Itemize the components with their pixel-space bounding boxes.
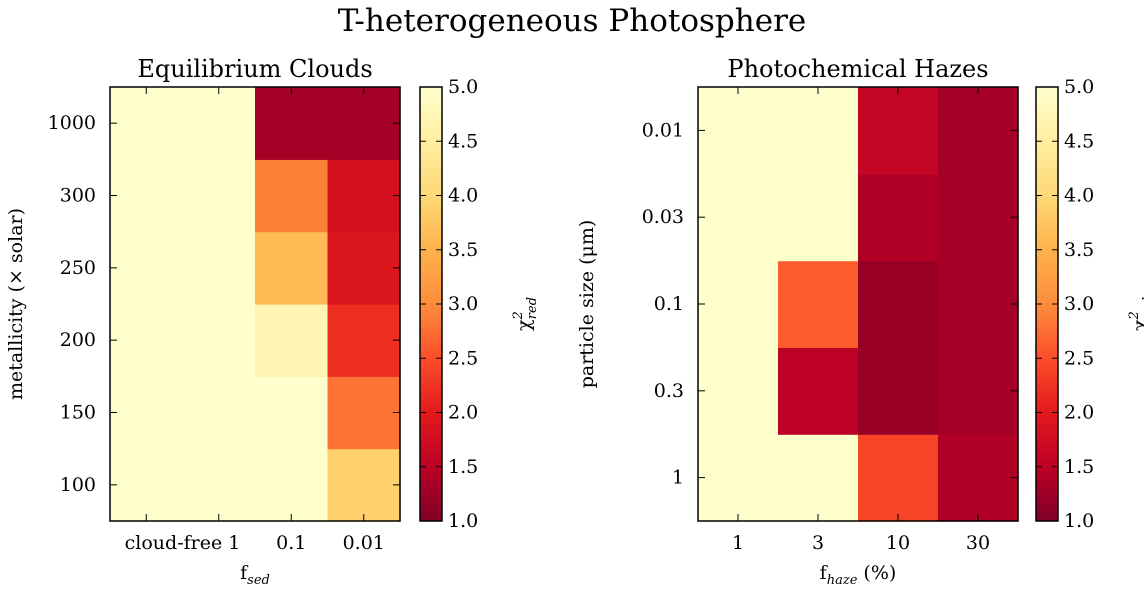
heatmap-cell	[698, 347, 779, 435]
heatmap-cell	[110, 87, 184, 160]
colorbar-tick-label: 4.0	[1064, 185, 1094, 207]
heatmap-cell	[110, 376, 184, 450]
heatmap-cell	[698, 434, 779, 522]
heatmap-cell	[938, 87, 1019, 175]
heatmap-cell	[698, 260, 779, 348]
heatmap-cell	[182, 231, 256, 305]
panel-title: Equilibrium Clouds	[137, 55, 372, 83]
colorbar-right: 1.0 1.5 2.0 2.5 3.0 3.5 4.0 4.5 5.0 χ2red	[1035, 76, 1144, 532]
colorbar-tick-label: 2.0	[448, 402, 478, 424]
x-tick-label: 0.01	[343, 532, 385, 554]
colorbar-tick-label: 2.5	[1064, 347, 1094, 369]
colorbar-tick-label: 1.5	[1064, 456, 1094, 478]
heatmap-cell	[255, 448, 329, 522]
heatmap-cell	[182, 87, 256, 160]
heatmap-cell	[110, 231, 184, 305]
x-tick-label: 1	[732, 532, 744, 554]
x-tick-label: cloud-free 1	[125, 532, 241, 554]
heatmap-cell	[327, 376, 401, 450]
heatmap-cell	[858, 260, 939, 348]
heatmap-cell	[327, 231, 401, 305]
x-tick-label: 30	[966, 532, 990, 554]
heatmap-cell	[255, 231, 329, 305]
heatmap-cell	[110, 304, 184, 377]
y-axis-label: metallicity (× solar)	[5, 208, 27, 400]
heatmap-cell	[182, 448, 256, 522]
colorbar-tick-label: 3.5	[448, 239, 478, 261]
colorbar-tick-label: 1.5	[448, 456, 478, 478]
panel-photochemical-hazes: Photochemical Hazes 1 0.3 0.1 0.03 0.01 1 3 10 30…	[576, 55, 1019, 588]
panel-title: Photochemical Hazes	[727, 55, 988, 83]
heatmap-cell	[778, 434, 859, 522]
heatmap-cell	[858, 347, 939, 435]
heatmap-cell	[110, 448, 184, 522]
x-axis-label: fsed	[240, 562, 270, 588]
y-tick-label: 200	[60, 329, 96, 351]
panel-equilibrium-clouds: Equilibrium Clouds 100 150 200 250 300 1000 clo…	[5, 55, 401, 588]
plot-frame	[109, 86, 401, 522]
colorbar-tick-label: 2.5	[448, 347, 478, 369]
heatmap-cell	[327, 304, 401, 377]
heatmap-cell	[858, 434, 939, 522]
y-tick-label: 1	[672, 467, 684, 489]
heatmap-cell	[255, 304, 329, 377]
y-tick-label: 300	[60, 185, 96, 207]
heatmap-cell	[255, 159, 329, 233]
colorbar-label: χ2red	[1127, 297, 1144, 331]
colorbar-tick-label: 1.0	[448, 510, 478, 532]
x-tick-label: 10	[886, 532, 910, 554]
colorbar-tick-label: 1.0	[1064, 510, 1094, 532]
colorbar-tick-label: 3.5	[1064, 239, 1094, 261]
heatmap-cell	[182, 304, 256, 377]
x-tick-label: 0.1	[276, 532, 306, 554]
y-tick-label: 0.01	[642, 119, 684, 141]
heatmap-cell	[858, 173, 939, 262]
y-tick-label: 0.3	[654, 380, 684, 402]
y-tick-label: 250	[60, 257, 96, 279]
heatmap-cell	[778, 173, 859, 262]
heatmap-cell	[182, 159, 256, 233]
y-tick-label: 0.1	[654, 293, 684, 315]
heatmap-cell	[938, 173, 1019, 262]
colorbar-tick-label: 4.5	[448, 130, 478, 152]
colorbar-tick-label: 4.0	[448, 185, 478, 207]
heatmap-cell	[327, 159, 401, 233]
heatmap-cell	[938, 260, 1019, 348]
y-tick-label: 150	[60, 402, 96, 424]
heatmap-cell	[182, 376, 256, 450]
y-tick-label: 100	[60, 474, 96, 496]
heatmap-cell	[110, 159, 184, 233]
heatmap-cell	[938, 347, 1019, 435]
heatmap-cell	[778, 87, 859, 175]
heatmap-cell	[255, 87, 329, 160]
x-axis-label: fhaze (%)	[820, 562, 897, 588]
heatmap-cell	[938, 434, 1019, 522]
heatmap-cell	[698, 87, 779, 175]
y-tick-label: 1000	[48, 112, 96, 134]
y-axis-label: particle size (μm)	[576, 220, 598, 389]
colorbar-tick-label: 2.0	[1064, 402, 1094, 424]
heatmap-cell	[255, 376, 329, 450]
colorbar-tick-label: 5.0	[448, 76, 478, 98]
heatmap-cell	[778, 260, 859, 348]
colorbar-tick-label: 4.5	[1064, 130, 1094, 152]
colorbar-tick-label: 3.0	[448, 293, 478, 315]
colorbar-tick-label: 3.0	[1064, 293, 1094, 315]
heatmap-cell	[327, 87, 401, 160]
colorbar-label: χ2red	[511, 297, 540, 331]
heatmap-cell	[778, 347, 859, 435]
figure-title: T-heterogeneous Photosphere	[338, 3, 806, 39]
colorbar-tick-label: 5.0	[1064, 76, 1094, 98]
heatmap-cell	[698, 173, 779, 262]
y-tick-label: 0.03	[642, 206, 684, 228]
colorbar-left: 1.0 1.5 2.0 2.5 3.0 3.5 4.0 4.5 5.0 χ2red	[419, 76, 540, 532]
x-tick-label: 3	[812, 532, 824, 554]
heatmap-cell	[858, 87, 939, 175]
heatmap-cell	[327, 448, 401, 522]
